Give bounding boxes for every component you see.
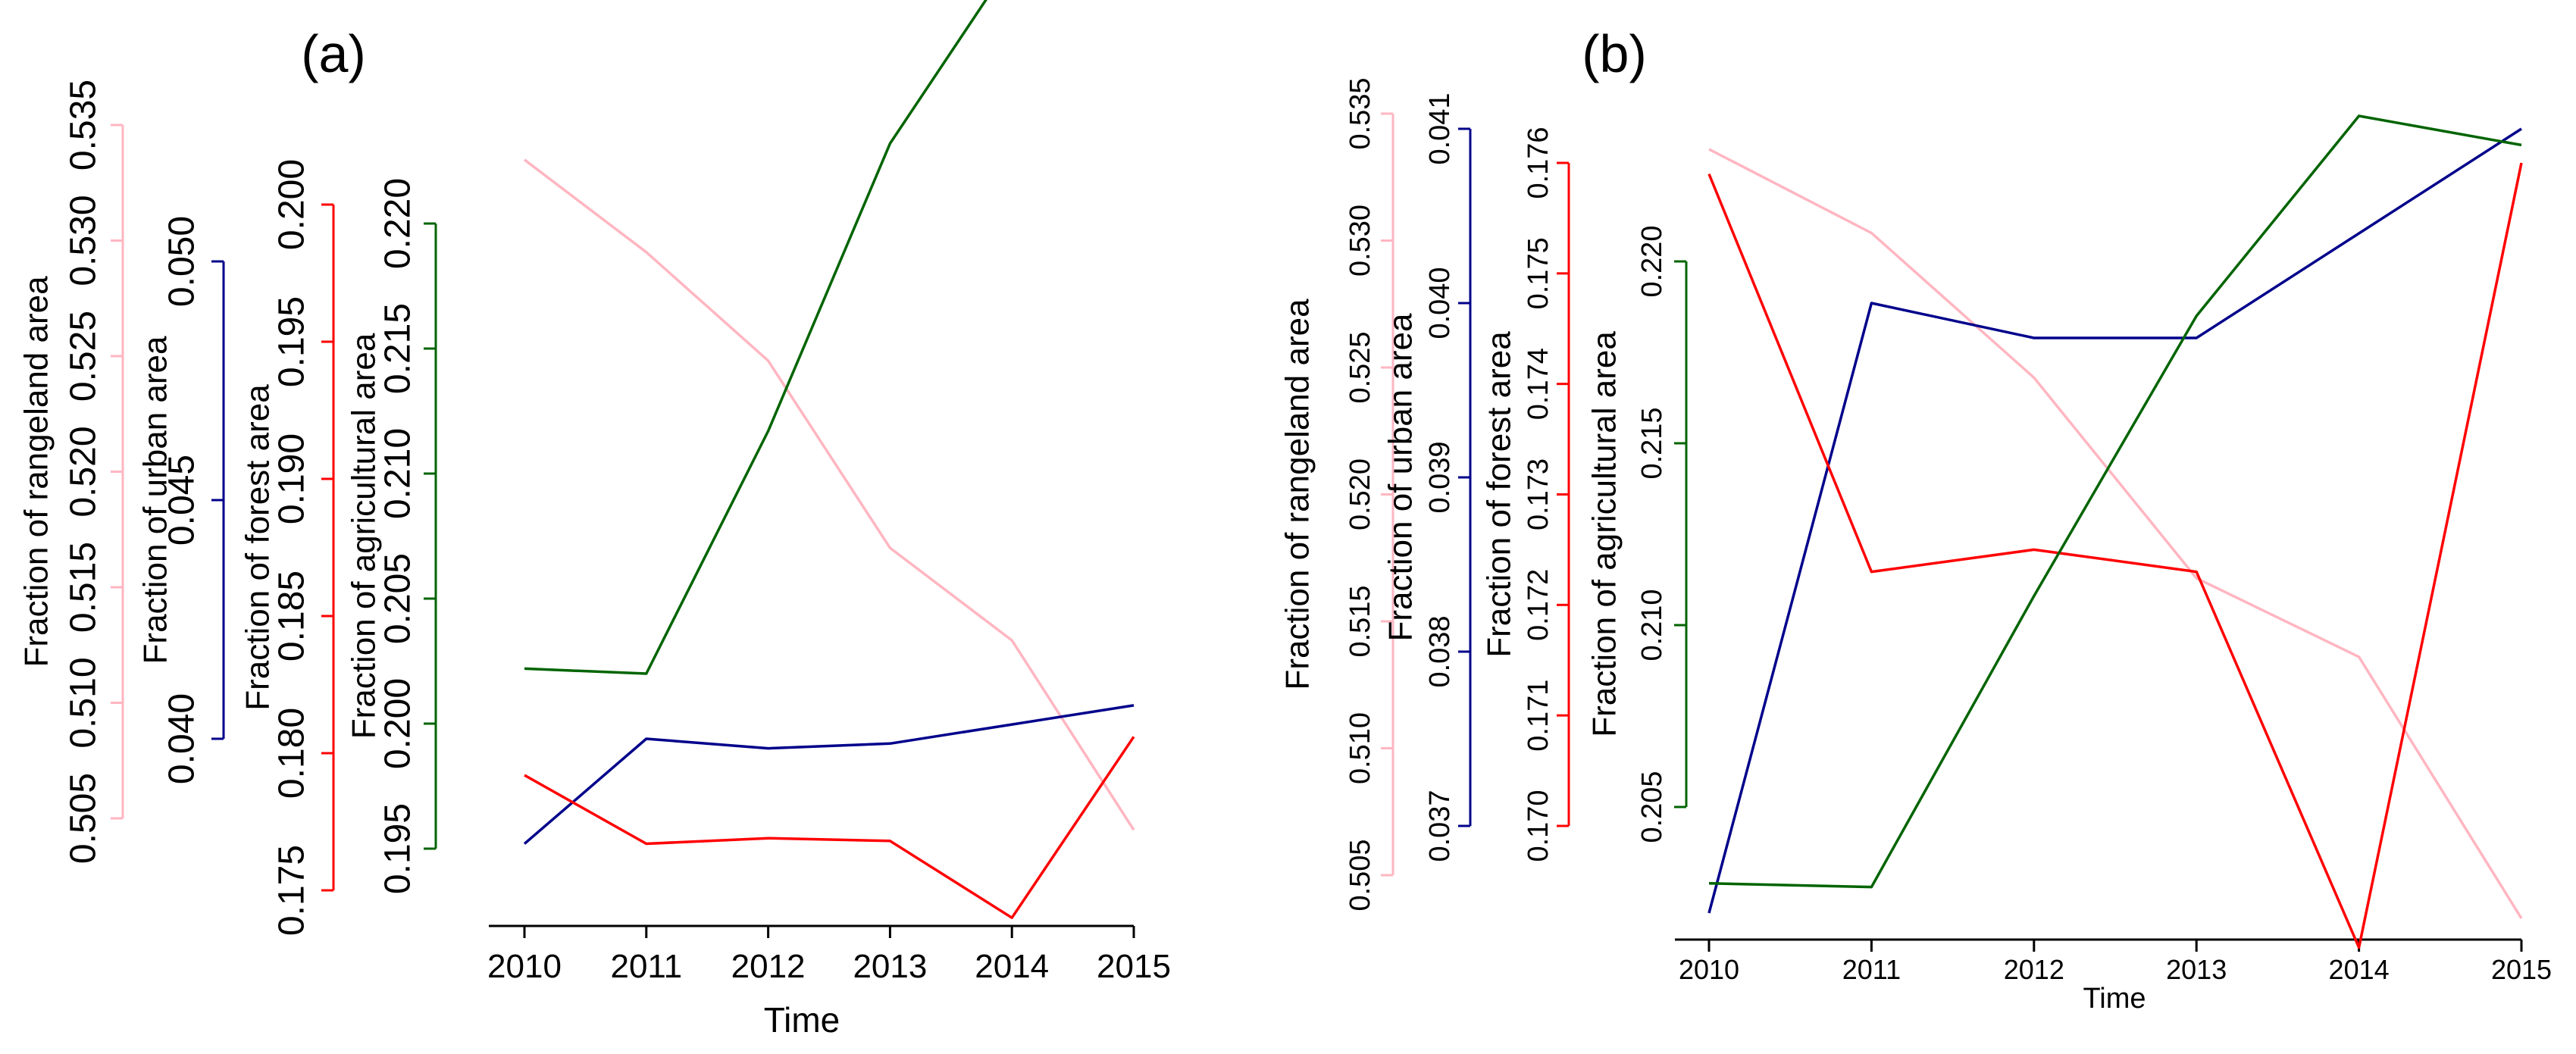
x-axis-title: Time	[2083, 983, 2146, 1015]
y-tick-label: 0.510	[1344, 712, 1376, 784]
y-tick-label: 0.215	[1636, 407, 1668, 479]
series-line-forest	[1707, 162, 2523, 949]
x-tick-label: 2015	[1097, 948, 1171, 985]
y-axis-rangeland: 0.505 0.510 0.515 0.520 0.525 0.530 0.535 Fract…	[1279, 77, 1394, 912]
y-tick-label: 0.520	[1344, 458, 1376, 530]
y-tick-label: 0.520	[64, 426, 104, 517]
y-tick-label: 0.530	[64, 195, 104, 286]
x-tick-label: 2013	[2166, 954, 2227, 985]
series-line-agricultural	[524, 0, 988, 675]
y-axis-agricultural: 0.205 0.210 0.215 0.220 Fraction of agricult…	[1586, 225, 1688, 843]
y-tick-label: 0.200	[272, 159, 312, 250]
y-axis-title-forest: Fraction of forest area	[1481, 331, 1518, 658]
y-axis-title-agricultural: Fraction of agricultural area	[346, 333, 383, 739]
y-axis-agricultural: 0.195 0.200 0.205 0.210 0.215 0.220 Fraction o…	[346, 178, 437, 894]
y-tick-label: 0.040	[1424, 267, 1456, 339]
y-axis-title-urban: Fraction of urban area	[137, 336, 174, 664]
y-tick-label: 0.172	[1523, 569, 1554, 641]
series-line-urban	[523, 704, 1135, 845]
y-tick-label: 0.535	[64, 80, 104, 170]
y-tick-label: 0.530	[1344, 205, 1376, 277]
series-line-urban	[1707, 127, 2522, 914]
y-tick-label: 0.200	[378, 678, 418, 769]
y-tick-label: 0.180	[272, 708, 312, 799]
x-tick-label: 2014	[975, 948, 1049, 985]
series-line-forest	[524, 736, 1135, 919]
y-tick-label: 0.205	[1636, 771, 1668, 843]
y-axis-title-forest: Fraction of forest area	[239, 384, 277, 711]
y-tick-label: 0.195	[378, 803, 418, 894]
y-tick-label: 0.190	[272, 433, 312, 524]
y-tick-label: 0.205	[378, 553, 418, 644]
x-tick-label: 2015	[2491, 954, 2552, 985]
y-tick-label: 0.176	[1523, 127, 1554, 199]
y-axis-title-rangeland: Fraction of rangeland area	[18, 276, 55, 668]
x-tick-label: 2012	[731, 948, 806, 985]
chart-panel-a: (a) 0.505 0.510 0.515 0.520 0.525 0.530 0.535 Fr…	[18, 0, 1171, 1040]
y-tick-label: 0.171	[1523, 680, 1554, 752]
series-line-agricultural	[1708, 114, 2522, 889]
x-axis: 2010 2011 2012 2013 2014 2015 Time	[487, 924, 1171, 1040]
y-tick-label: 0.185	[272, 571, 312, 661]
chart-panel-b: (b) 0.505 0.510 0.515 0.520 0.525 0.530 0.535 Fr…	[1279, 24, 2553, 1015]
y-tick-label: 0.220	[378, 178, 418, 269]
y-tick-label: 0.174	[1523, 348, 1554, 420]
y-tick-label: 0.210	[1636, 589, 1668, 661]
y-tick-label: 0.525	[64, 311, 104, 402]
panel-label: (a)	[301, 24, 366, 83]
y-axis-title-agricultural: Fraction of agricultural area	[1586, 331, 1623, 737]
x-tick-label: 2010	[487, 948, 562, 985]
x-tick-label: 2012	[2004, 954, 2064, 985]
y-axis-urban: 0.037 0.038 0.039 0.040 0.041 Fraction of urb…	[1382, 92, 1472, 862]
y-axis-rangeland: 0.505 0.510 0.515 0.520 0.525 0.530 0.535 Fract…	[18, 80, 124, 864]
x-axis: 2010 2011 2012 2013 2014 2015 Time	[1675, 938, 2552, 1015]
y-axis-title-rangeland: Fraction of rangeland area	[1279, 299, 1316, 690]
y-tick-label: 0.510	[64, 657, 104, 748]
y-tick-label: 0.505	[1344, 839, 1376, 911]
y-tick-label: 0.173	[1523, 458, 1554, 530]
x-tick-label: 2014	[2329, 954, 2390, 985]
y-tick-label: 0.045	[162, 455, 202, 546]
y-tick-label: 0.037	[1424, 790, 1456, 862]
y-axis-forest: 0.170 0.171 0.172 0.173 0.174 0.175 0.176 Fract…	[1481, 127, 1570, 862]
y-tick-label: 0.525	[1344, 331, 1376, 403]
y-axis-forest: 0.175 0.180 0.185 0.190 0.195 0.200 Fraction o…	[239, 159, 335, 936]
y-tick-label: 0.210	[378, 428, 418, 519]
x-tick-label: 2011	[610, 948, 682, 985]
y-tick-label: 0.040	[162, 693, 202, 784]
series-line-rangeland	[523, 158, 1135, 831]
x-tick-label: 2010	[1679, 954, 1739, 985]
y-tick-label: 0.515	[64, 542, 104, 633]
y-tick-label: 0.175	[272, 845, 312, 936]
y-tick-label: 0.050	[162, 216, 202, 307]
y-tick-label: 0.170	[1523, 790, 1554, 862]
y-tick-label: 0.535	[1344, 77, 1376, 149]
y-tick-label: 0.038	[1424, 615, 1456, 687]
y-axis-title-urban: Fraction of urban area	[1382, 313, 1419, 641]
y-tick-label: 0.175	[1523, 237, 1554, 309]
y-tick-label: 0.515	[1344, 585, 1376, 657]
y-tick-label: 0.215	[378, 303, 418, 394]
y-axis-urban: 0.040 0.045 0.050 Fraction of urban area	[137, 216, 225, 784]
x-axis-title: Time	[764, 1000, 840, 1040]
y-tick-label: 0.220	[1636, 225, 1668, 297]
panel-label: (b)	[1582, 24, 1647, 83]
series-line-rangeland	[1708, 148, 2523, 919]
y-tick-label: 0.505	[64, 773, 104, 864]
x-tick-label: 2011	[1842, 954, 1901, 985]
x-tick-label: 2013	[853, 948, 927, 985]
y-tick-label: 0.195	[272, 296, 312, 387]
y-tick-label: 0.041	[1424, 92, 1456, 164]
y-tick-label: 0.039	[1424, 441, 1456, 513]
